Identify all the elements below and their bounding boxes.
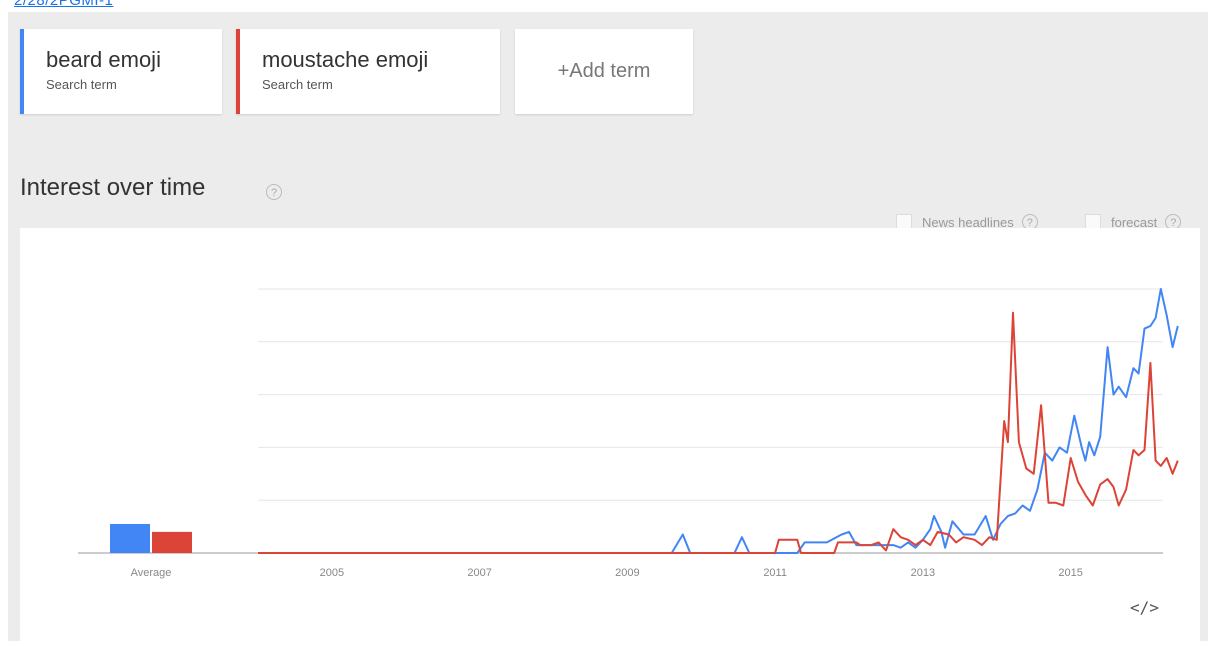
term-name: beard emoji — [46, 47, 161, 72]
average-bar — [152, 531, 192, 553]
term-name: moustache emoji — [262, 47, 429, 72]
average-bar — [110, 523, 150, 553]
term-card-moustache[interactable]: moustache emoji Search term — [236, 29, 500, 114]
help-icon[interactable]: ? — [266, 184, 282, 200]
forecast-label: forecast — [1111, 214, 1158, 230]
add-term-button[interactable]: +Add term — [515, 29, 693, 114]
term-color-bar — [20, 29, 24, 114]
x-tick-label: 2013 — [911, 567, 935, 579]
explore-panel: beard emoji Search term moustache emoji … — [8, 12, 1208, 641]
term-subtitle: Search term — [262, 77, 333, 92]
x-tick-label: 2015 — [1058, 567, 1082, 579]
series-line — [258, 288, 1179, 554]
chart-card: Average 2005 2007 2009 2011 2013 2015 — [20, 228, 1200, 641]
x-tick-label: 2009 — [615, 567, 639, 579]
term-subtitle: Search term — [46, 77, 117, 92]
average-label: Average — [131, 567, 172, 579]
term-card-beard[interactable]: beard emoji Search term — [20, 29, 222, 114]
series-line — [258, 311, 1179, 554]
x-tick-label: 2011 — [763, 567, 787, 579]
x-tick-label: 2007 — [467, 567, 491, 579]
top-link[interactable]: 2/28/2PGMI-1 — [14, 0, 114, 9]
forecast-option[interactable]: forecast ? — [1085, 214, 1182, 230]
add-term-label: +Add term — [557, 60, 651, 82]
x-tick-label: 2005 — [320, 567, 344, 579]
term-color-bar — [236, 29, 240, 114]
news-label: News headlines — [922, 214, 1014, 230]
embed-code-icon[interactable]: </> — [1130, 598, 1159, 617]
interest-chart: Average 2005 2007 2009 2011 2013 2015 — [78, 288, 1179, 579]
section-title: Interest over time — [20, 174, 206, 201]
